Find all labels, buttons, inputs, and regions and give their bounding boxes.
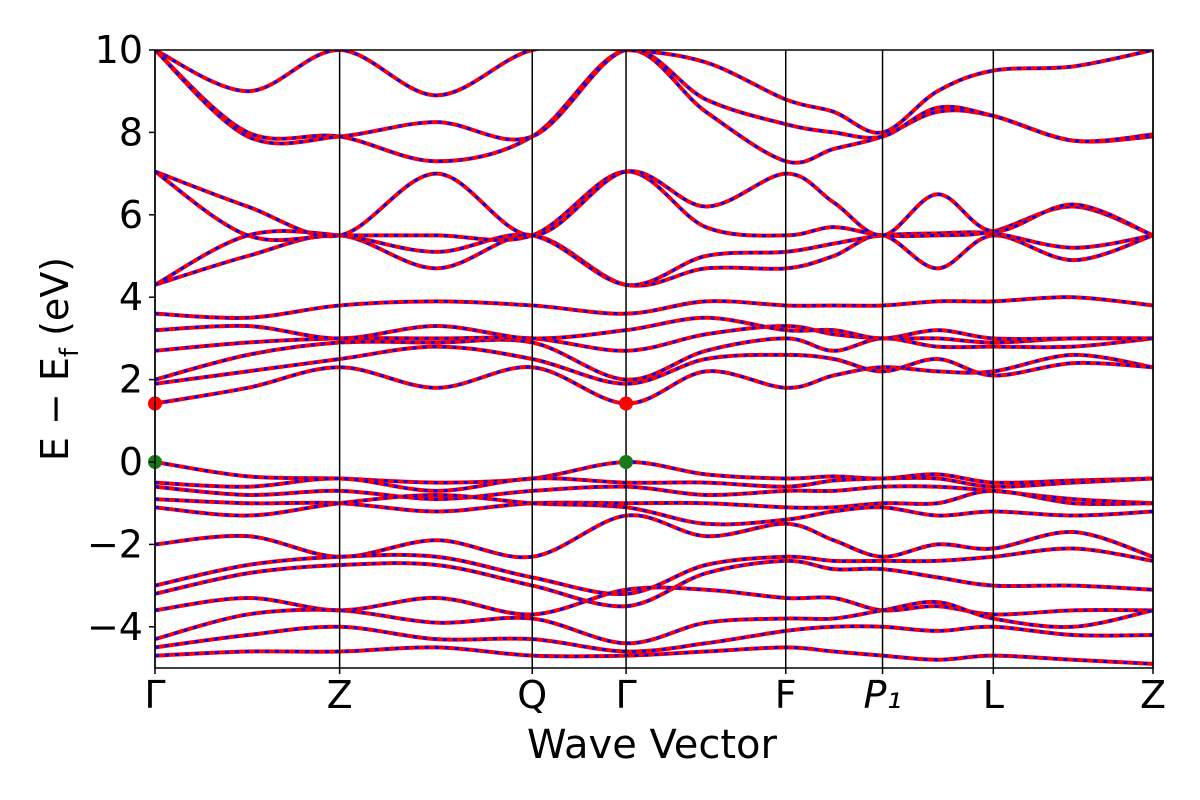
y-label-sub: f — [55, 347, 85, 357]
x-tick-label: Z — [1140, 673, 1166, 717]
y-tick-label: 10 — [95, 28, 143, 72]
y-label-unit: (eV) — [33, 257, 77, 348]
band-down — [155, 476, 1153, 493]
band-down — [155, 295, 1153, 320]
x-tick-label: Γ — [144, 673, 165, 717]
band-down — [155, 169, 1153, 238]
y-tick-label: −4 — [87, 605, 143, 649]
y-tick-label: −2 — [87, 522, 143, 566]
band-down — [155, 645, 1153, 666]
x-tick-label: P₁ — [863, 673, 901, 717]
band-up — [155, 50, 1153, 135]
bands — [155, 50, 1153, 666]
x-tick-label: Z — [327, 673, 353, 717]
band-down — [155, 50, 1153, 165]
x-tick-label: Γ — [615, 673, 636, 717]
band-down — [155, 484, 1153, 505]
band-up — [155, 344, 1153, 386]
band-up — [155, 599, 1153, 646]
extremum-point — [619, 455, 634, 469]
band-down — [155, 600, 1153, 645]
y-tick-label: 0 — [119, 440, 143, 484]
x-tick-label: Q — [517, 673, 547, 717]
band-down — [155, 316, 1153, 341]
y-tick-label: 6 — [119, 193, 143, 237]
x-tick-label: L — [983, 673, 1004, 717]
band-down — [155, 345, 1153, 386]
y-tick-label: 8 — [119, 110, 143, 154]
plot-frame — [154, 49, 1154, 669]
y-axis-label: E − Ef (eV) — [33, 257, 85, 461]
band-down — [155, 547, 1153, 596]
y-label-main: E − E — [33, 357, 77, 461]
y-tick-label: 2 — [119, 358, 143, 402]
band-down — [155, 353, 1153, 405]
x-tick-label: F — [775, 673, 797, 717]
band-up — [155, 50, 1153, 165]
x-axis-label: Wave Vector — [527, 722, 778, 768]
y-tick-label: 4 — [119, 275, 143, 319]
band-down — [155, 513, 1153, 559]
extremum-point — [619, 396, 634, 411]
band-down — [155, 586, 1153, 617]
